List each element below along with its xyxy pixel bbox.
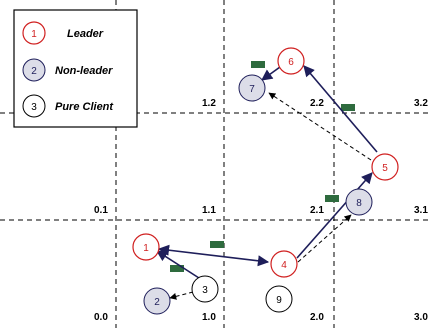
node-8: 8 [345, 188, 373, 216]
legend-nonleader-id: 2 [31, 66, 37, 77]
cell-label-1-0: 1.0 [202, 312, 216, 323]
cell-label-1-1: 1.1 [202, 205, 216, 216]
node-5-label: 5 [382, 163, 388, 174]
node-7-label: 7 [249, 84, 255, 95]
node-9-label: 9 [276, 295, 282, 306]
cell-label-3-0: 3.0 [414, 312, 428, 323]
message-marker [341, 104, 355, 111]
node-2-label: 2 [154, 297, 160, 308]
message-marker [251, 61, 265, 68]
node-7: 7 [238, 74, 266, 102]
legend-item-client: 3 Pure Client [22, 94, 114, 118]
nodes: 1 2 3 4 5 6 7 8 [132, 47, 399, 315]
cell-label-0-1: 0.1 [94, 205, 108, 216]
cell-label-2-2: 2.2 [310, 98, 324, 109]
legend-item-nonleader: 2 Non-leader [22, 58, 113, 82]
edge-4-to-5 [296, 172, 373, 259]
legend-client-label: Pure Client [55, 101, 114, 113]
node-4-label: 4 [281, 260, 287, 271]
node-6: 6 [277, 47, 305, 75]
message-marker [170, 265, 184, 272]
legend: 1 Leader 2 Non-leader 3 Pure Client [13, 9, 138, 128]
node-5: 5 [371, 153, 399, 181]
node-1: 1 [132, 233, 160, 261]
legend-item-leader: 1 Leader [22, 21, 104, 45]
cell-label-3-1: 3.1 [414, 205, 428, 216]
node-2: 2 [143, 287, 171, 315]
edge-1-to-4 [157, 244, 270, 267]
node-8-label: 8 [356, 198, 362, 209]
cell-label-3-2: 3.2 [414, 98, 428, 109]
node-3-label: 3 [202, 285, 208, 296]
edge-3-to-2 [169, 291, 194, 300]
node-1-label: 1 [143, 243, 149, 254]
edge-3-to-1 [156, 250, 200, 279]
edge-5-to-7 [268, 92, 372, 161]
cell-label-2-0: 2.0 [310, 312, 324, 323]
message-marker [210, 241, 224, 248]
legend-leader-id: 1 [31, 29, 37, 40]
edge-5-to-6 [303, 65, 378, 153]
edge-4-to-8 [297, 214, 352, 263]
node-3: 3 [191, 275, 219, 303]
legend-leader-label: Leader [67, 28, 104, 40]
message-markers [170, 61, 355, 272]
cell-label-0-0: 0.0 [94, 312, 108, 323]
legend-nonleader-label: Non-leader [55, 65, 113, 77]
cell-label-1-2: 1.2 [202, 98, 216, 109]
edge-6-to-7 [261, 66, 281, 81]
node-6-label: 6 [288, 57, 294, 68]
edges [156, 65, 378, 300]
legend-client-id: 3 [31, 102, 37, 113]
node-9: 9 [265, 285, 293, 313]
node-4: 4 [270, 250, 298, 278]
cell-labels: 0.0 1.0 2.0 3.0 0.1 1.1 2.1 3.1 1.2 2.2 … [94, 98, 428, 323]
cell-label-2-1: 2.1 [310, 205, 324, 216]
message-marker [325, 195, 339, 202]
